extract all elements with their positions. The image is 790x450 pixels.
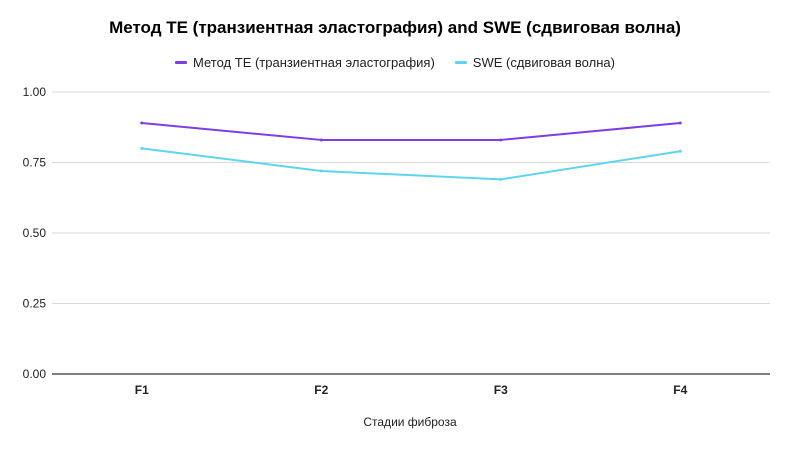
x-tick-label: F4	[673, 383, 687, 397]
series-line-1[interactable]	[141, 147, 681, 181]
x-tick-label: F2	[314, 383, 328, 397]
series-point-0-0[interactable]	[140, 121, 144, 125]
chart-title: Метод TE (транзиентная эластография) and…	[109, 18, 681, 37]
y-tick-label: 0.00	[23, 367, 47, 381]
legend-swatch-te	[175, 61, 188, 64]
x-tick-label: F3	[494, 383, 508, 397]
y-tick-label: 0.25	[23, 297, 47, 311]
series-point-1-1[interactable]	[319, 169, 323, 173]
legend-item-swe[interactable]: SWE (сдвиговая волна)	[454, 55, 615, 70]
legend-label-te: Метод TE (транзиентная эластография)	[193, 55, 435, 70]
series-point-1-0[interactable]	[140, 146, 144, 150]
series-point-0-1[interactable]	[319, 138, 323, 142]
x-tick-label: F1	[135, 383, 149, 397]
series-point-1-2[interactable]	[499, 177, 503, 181]
x-axis-title: Стадии фиброза	[363, 415, 457, 429]
y-tick-label: 0.75	[23, 156, 47, 170]
legend-label-swe: SWE (сдвиговая волна)	[472, 55, 615, 70]
y-tick-label: 1.00	[23, 85, 47, 99]
legend-item-te[interactable]: Метод TE (транзиентная эластография)	[175, 55, 435, 70]
legend-swatch-swe	[454, 61, 467, 64]
legend: Метод TE (транзиентная эластография) SWE…	[0, 55, 790, 70]
series-point-0-2[interactable]	[499, 138, 503, 142]
series-line-0[interactable]	[141, 122, 681, 141]
series-point-0-3[interactable]	[678, 121, 682, 125]
y-tick-label: 0.50	[23, 226, 47, 240]
series-point-1-3[interactable]	[678, 149, 682, 153]
